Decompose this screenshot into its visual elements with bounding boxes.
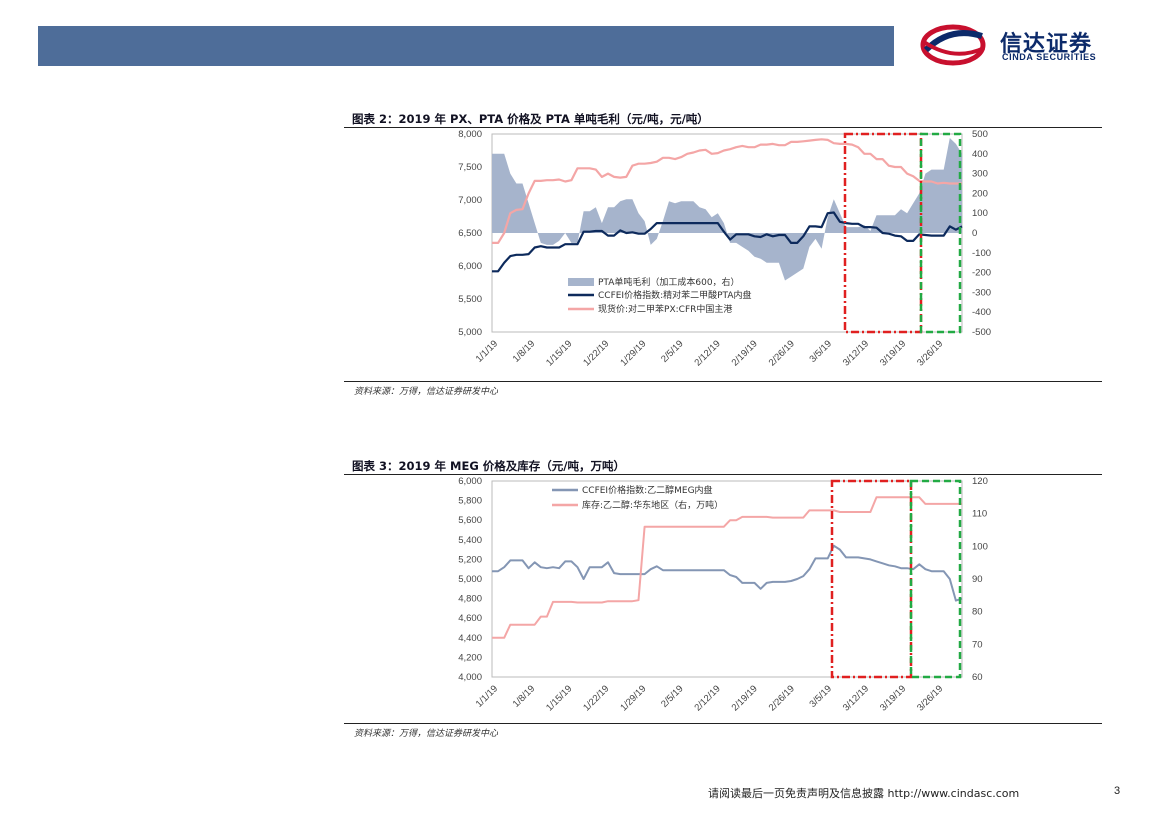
chart3-x-tick-label: 2/19/19	[730, 683, 760, 713]
chart3-y-tick-label: 5,000	[458, 574, 482, 585]
chart3-plot-frame	[491, 480, 963, 678]
chart2-legend-item-3-label: 现货价:对二甲苯PX:CFR中国主港	[598, 303, 732, 315]
chart3-y2-tick-label: 60	[972, 672, 983, 683]
chart2-x-tick-label: 1/22/19	[581, 338, 611, 368]
chart3-x-tick-label: 3/19/19	[878, 683, 908, 713]
chart3-y-tick-label: 5,400	[458, 535, 482, 546]
chart2-y2-tick-label: -300	[972, 287, 991, 298]
chart2-y-tick-label: 5,000	[458, 327, 482, 338]
chart2-y2-tick-label: 500	[972, 129, 988, 140]
chart2-x-tick-label: 3/26/19	[915, 338, 945, 368]
chart3-x-tick-label: 1/15/19	[544, 683, 574, 713]
chart2-x-tick-label: 3/12/19	[841, 338, 871, 368]
figure3-title: 图表 3：2019 年 MEG 价格及库存（元/吨，万吨）	[352, 459, 625, 473]
chart3-y2-tick-label: 100	[972, 541, 988, 552]
chart3-y-tick-label: 4,800	[458, 594, 482, 605]
chart3-y-tick-label: 4,600	[458, 613, 482, 624]
chart3-x-tick-label: 3/12/19	[841, 683, 871, 713]
figure3-top-rule	[344, 474, 1102, 475]
chart3-y-tick-label: 4,000	[458, 672, 482, 683]
chart2-y-tick-label: 6,500	[458, 228, 482, 239]
chart3-y-tick-label: 5,200	[458, 554, 482, 565]
chart2-y2-tick-label: -200	[972, 268, 991, 279]
chart2-x-tick-label: 1/29/19	[618, 338, 648, 368]
chart3-y-tick-label: 6,000	[458, 476, 482, 487]
chart3-x-tick-label: 1/1/19	[474, 683, 500, 709]
chart3-x-tick-label: 1/8/19	[511, 683, 537, 709]
chart3-y2-tick-label: 70	[972, 639, 983, 650]
chart3-x-tick-label: 3/26/19	[915, 683, 945, 713]
chart2-x-tick-label: 1/8/19	[511, 338, 537, 364]
chart3-legend-item-2-label: 库存:乙二醇:华东地区（右，万吨）	[582, 499, 723, 511]
logo-chinese-name: 信达证券	[1000, 32, 1093, 57]
chart2-y-tick-label: 7,500	[458, 162, 482, 173]
chart3-x-tick-label: 2/12/19	[693, 683, 723, 713]
chart3-y2-tick-label: 80	[972, 607, 983, 618]
figure2-top-rule	[344, 127, 1102, 128]
chart2-y2-tick-label: 300	[972, 169, 988, 180]
page-number: 3	[1114, 785, 1121, 797]
chart2-y-tick-label: 7,000	[458, 195, 482, 206]
figure2-title: 图表 2：2019 年 PX、PTA 价格及 PTA 单吨毛利（元/吨，元/吨）	[352, 112, 709, 126]
chart3-y2-tick-label: 90	[972, 574, 983, 585]
chart2-y2-tick-label: 0	[972, 228, 977, 239]
chart2-x-tick-label: 1/1/19	[474, 338, 500, 364]
chart2-y-tick-label: 5,500	[458, 294, 482, 305]
chart3-y-tick-label: 5,800	[458, 496, 482, 507]
footer-disclaimer: 请阅读最后一页免责声明及信息披露 http://www.cindasc.com	[708, 787, 1020, 800]
chart2-y2-tick-label: -500	[972, 327, 991, 338]
chart2-legend-item-2-label: CCFEI价格指数:精对苯二甲酸PTA内盘	[598, 289, 752, 301]
chart3-legend-item-1-label: CCFEI价格指数:乙二醇MEG内盘	[582, 484, 713, 496]
chart2-series-2-line	[492, 211, 963, 273]
chart2-x-tick-label: 1/15/19	[544, 338, 574, 368]
chart3-y2-tick-label: 110	[972, 509, 987, 520]
chart2-y2-tick-label: -100	[972, 248, 991, 259]
chart2-x-tick-label: 2/19/19	[730, 338, 760, 368]
logo: 信达证券 CINDA SECURITIES	[920, 22, 1120, 66]
chart2-x-tick-label: 2/26/19	[767, 338, 797, 368]
chart2-highlight-box-1	[843, 132, 923, 334]
chart3-y2-tick-label: 120	[972, 476, 988, 487]
figure2-source: 资料来源：万得，信达证券研发中心	[354, 387, 499, 397]
chart3-y-tick-label: 4,400	[458, 633, 482, 644]
chart2-series-3-line	[492, 138, 962, 244]
chart3-y-tick-label: 5,600	[458, 515, 482, 526]
chart2-legend-item-1-swatch	[568, 278, 594, 286]
chart2-y2-tick-label: 400	[972, 149, 988, 160]
figure3-bottom-rule	[344, 723, 1102, 724]
logo-emblem-icon	[920, 24, 986, 66]
chart2-highlight-box-2	[919, 132, 962, 334]
chart3-series-2-line	[492, 496, 962, 639]
chart3-x-tick-label: 3/5/19	[808, 683, 834, 709]
chart2-series-1-area	[492, 138, 962, 281]
chart3-highlight-box-2	[909, 479, 962, 679]
chart2-y-tick-label: 8,000	[458, 129, 482, 140]
chart2-x-tick-label: 2/5/19	[659, 338, 685, 364]
chart3-y-tick-label: 4,200	[458, 652, 482, 663]
logo-english-name: CINDA SECURITIES	[1002, 52, 1097, 62]
chart2-y-tick-label: 6,000	[458, 261, 482, 272]
chart3-series-1-line	[492, 544, 963, 602]
chart3-x-tick-label: 1/22/19	[581, 683, 611, 713]
header-bar	[38, 26, 894, 66]
figure3-source: 资料来源：万得，信达证券研发中心	[354, 729, 499, 739]
chart2-x-tick-label: 3/19/19	[878, 338, 908, 368]
chart2-y2-tick-label: 200	[972, 188, 988, 199]
chart3-x-tick-label: 2/5/19	[659, 683, 685, 709]
chart2-legend-item-1-label: PTA单吨毛利（加工成本600，右）	[598, 276, 740, 288]
figure2-bottom-rule	[344, 381, 1102, 382]
chart2-x-tick-label: 3/5/19	[808, 338, 834, 364]
chart2-x-tick-label: 2/12/19	[693, 338, 723, 368]
chart2-y2-tick-label: 100	[972, 208, 988, 219]
chart3-x-tick-label: 1/29/19	[618, 683, 648, 713]
chart3-x-tick-label: 2/26/19	[767, 683, 797, 713]
chart2-y2-tick-label: -400	[972, 307, 991, 318]
